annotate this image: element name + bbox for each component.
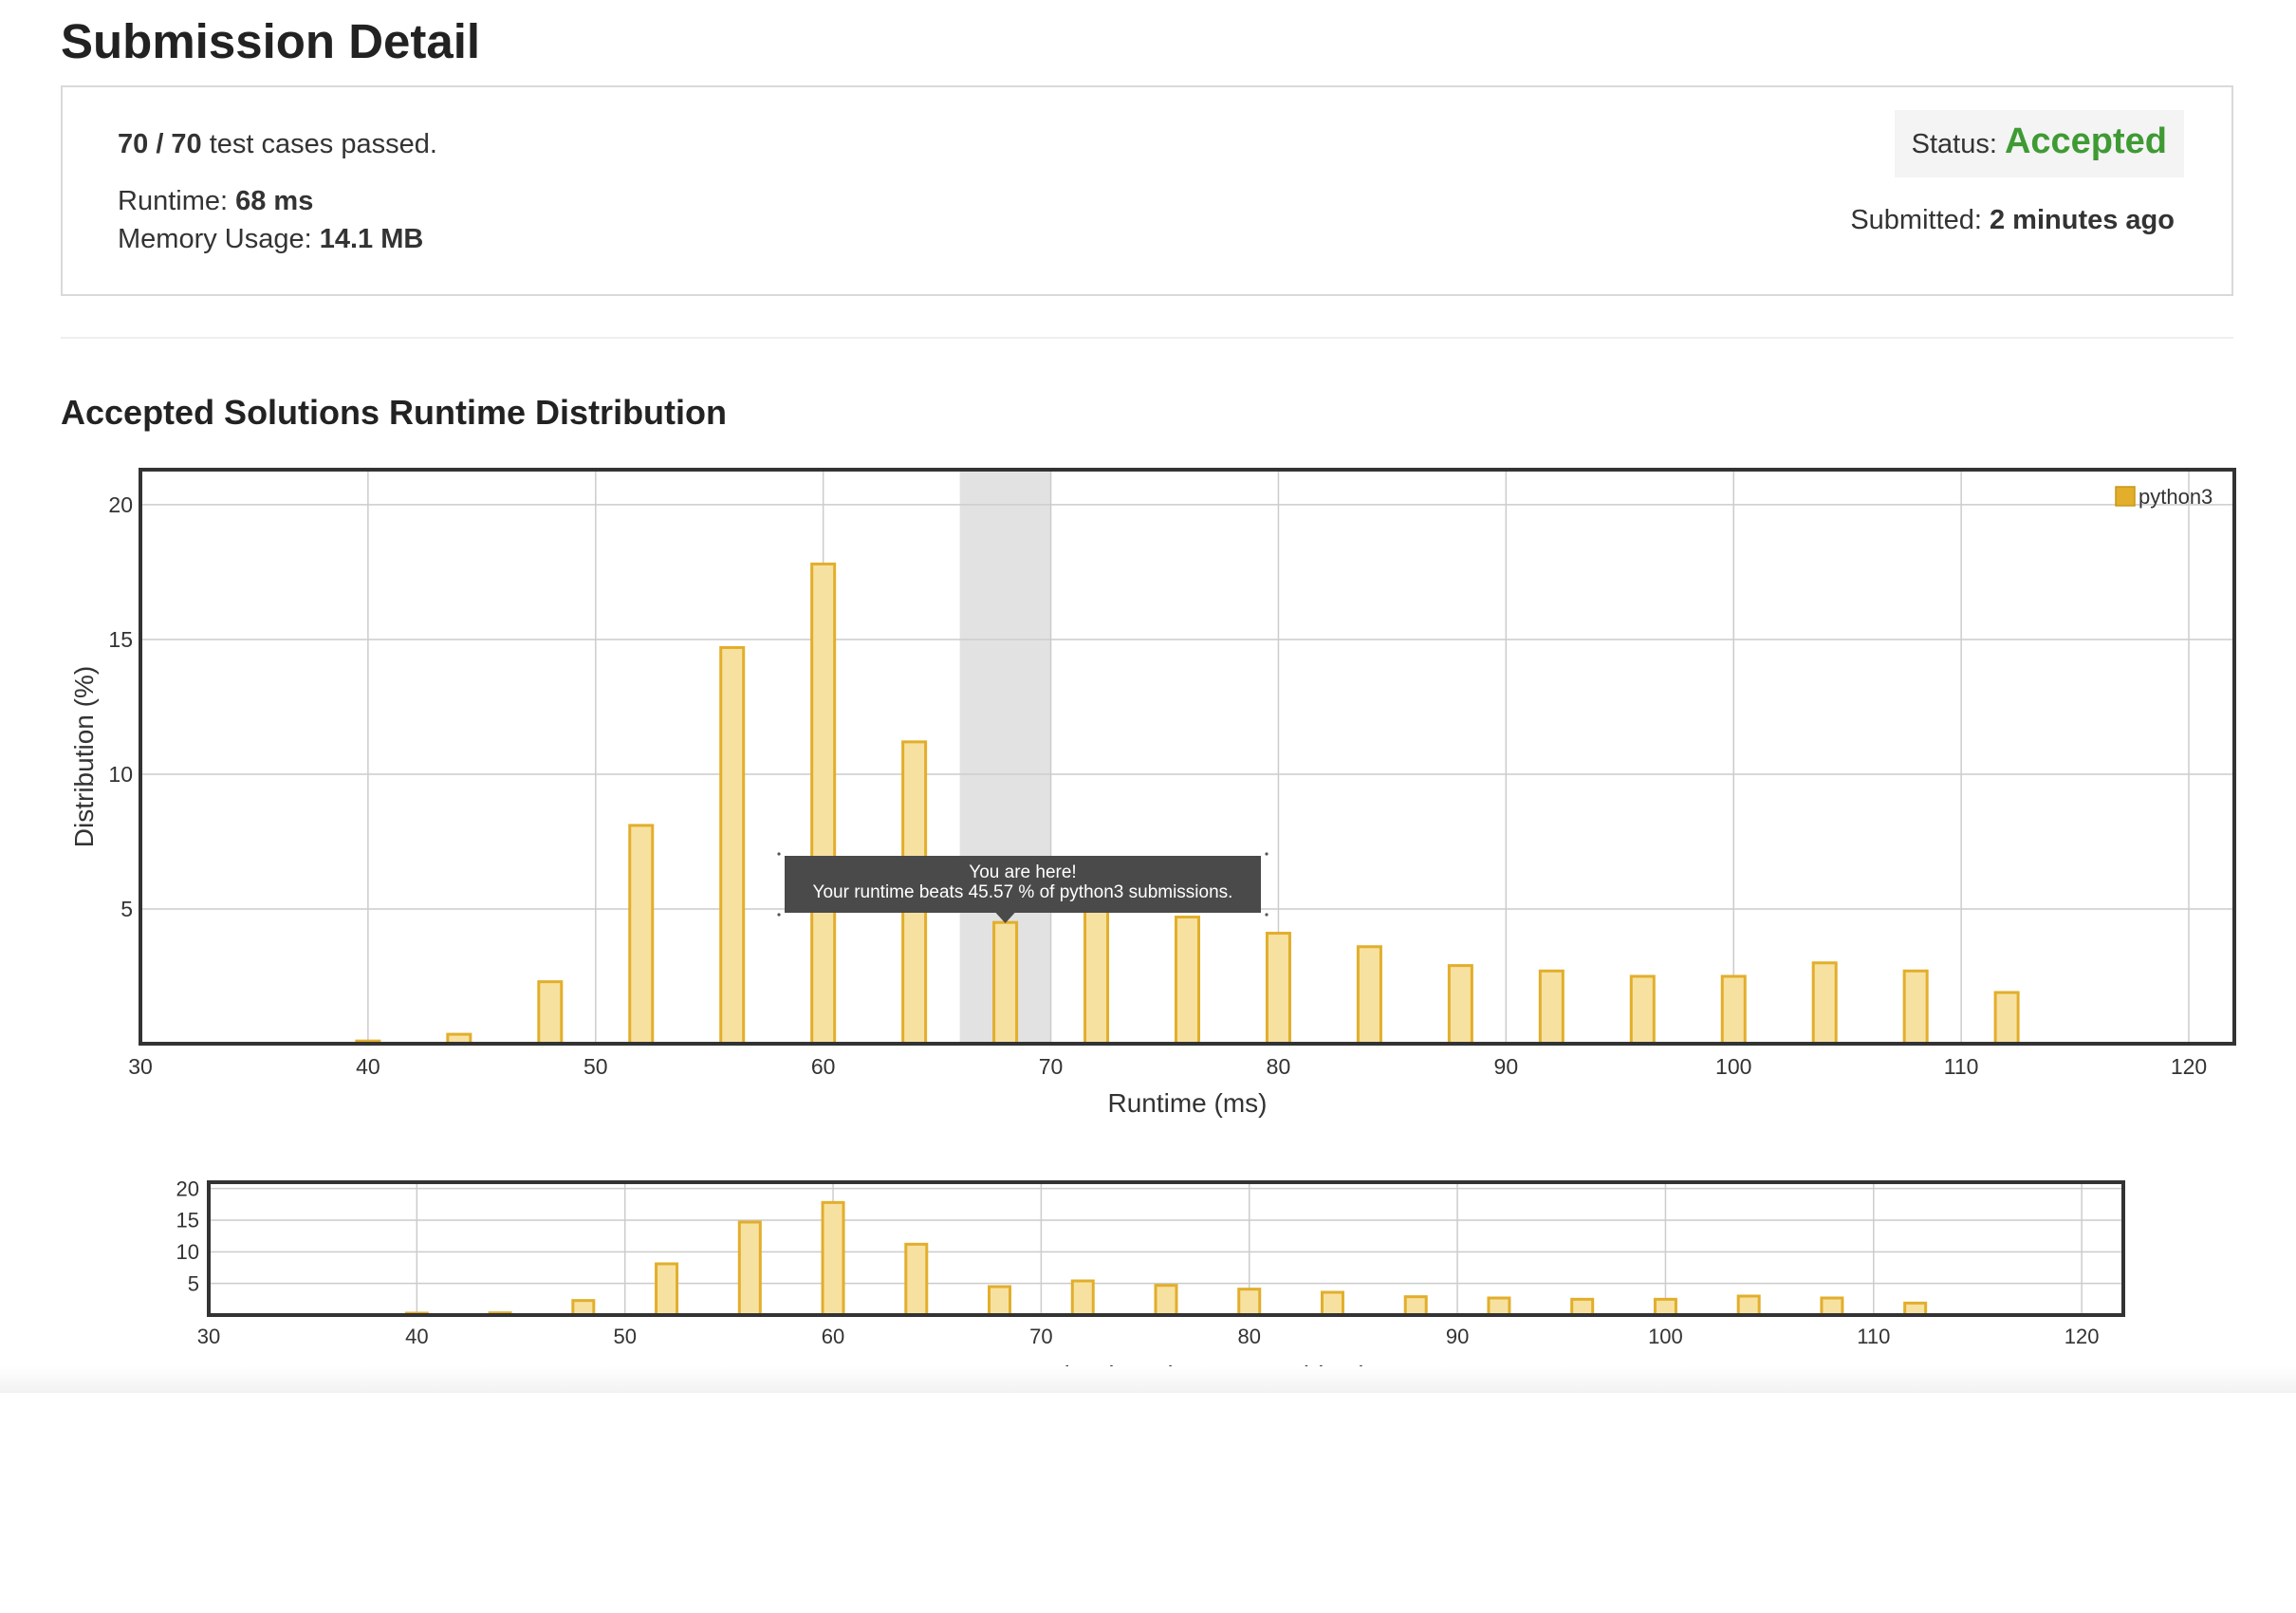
tooltip-box	[785, 856, 1261, 913]
x-tick-label: 110	[1944, 1054, 1979, 1079]
y-tick-label: 5	[188, 1271, 199, 1295]
x-tick-label: 40	[405, 1325, 428, 1348]
bar	[719, 645, 746, 1046]
x-tick-label: 120	[2065, 1325, 2100, 1348]
page-bottom-shade	[0, 1366, 2296, 1393]
x-tick-label: 90	[1494, 1054, 1519, 1079]
y-tick-label: 20	[108, 492, 133, 517]
y-tick-label: 10	[108, 762, 133, 787]
bar	[810, 562, 837, 1046]
bar	[1993, 991, 2020, 1046]
x-tick-label: 70	[1029, 1325, 1052, 1348]
tooltip-corner	[1265, 852, 1268, 856]
navigator-frame	[207, 1180, 2125, 1317]
runtime-value: 68 ms	[235, 186, 314, 216]
x-tick-label: 60	[811, 1054, 836, 1079]
legend[interactable]: python3	[2115, 485, 2213, 509]
section-divider	[61, 337, 2233, 339]
bar	[1083, 897, 1110, 1046]
tooltip-line-2: Your runtime beats 45.57 % of python3 su…	[813, 882, 1233, 902]
bar	[1629, 974, 1656, 1046]
bar	[1720, 974, 1747, 1046]
bar	[1570, 1297, 1595, 1317]
chart-frame	[139, 468, 2236, 1046]
bar	[1820, 1296, 1844, 1317]
legend-label-python3: python3	[2139, 485, 2213, 509]
x-tick-label: 30	[128, 1054, 153, 1079]
y-tick-label: 20	[176, 1177, 199, 1200]
memory-line: Memory Usage: 14.1 MB	[118, 224, 423, 255]
x-tick-label: 110	[1857, 1325, 1890, 1348]
bar	[628, 824, 655, 1046]
bar	[1175, 916, 1200, 1046]
test-cases-label: test cases passed.	[201, 129, 437, 159]
y-tick-label: 10	[176, 1240, 199, 1264]
runtime-distribution-chart[interactable]: 30 40 50 60 70 80 90 100 110 120 5 10 15 20 Runtime (…	[0, 436, 2296, 1613]
tooltip-corner	[777, 913, 781, 917]
bar	[1902, 969, 1929, 1046]
y-tick-label: 5	[120, 897, 133, 921]
test-cases-line: 70 / 70 test cases passed.	[118, 129, 437, 160]
bar	[1447, 964, 1473, 1046]
submitted-line: Submitted: 2 minutes ago	[1850, 205, 2175, 236]
bar	[1070, 1279, 1095, 1317]
x-tick-label: 120	[2171, 1054, 2207, 1079]
submission-summary-panel: 70 / 70 test cases passed. Runtime: 68 m…	[61, 85, 2233, 296]
y-tick-label: 15	[108, 627, 133, 652]
runtime-line: Runtime: 68 ms	[118, 186, 313, 217]
status-box: Status: Accepted	[1894, 110, 2184, 177]
submitted-value: 2 minutes ago	[1990, 205, 2175, 235]
bar	[904, 1242, 929, 1317]
tooltip-corner	[777, 852, 781, 856]
bar	[1403, 1295, 1428, 1317]
memory-label: Memory Usage:	[118, 224, 320, 254]
x-tick-label: 50	[613, 1325, 636, 1348]
bar	[737, 1220, 762, 1317]
bar	[1265, 932, 1291, 1046]
tooltip-pointer	[995, 913, 1015, 923]
bar	[1538, 969, 1565, 1046]
tooltip-corner	[1265, 913, 1268, 917]
x-tick-label: 30	[197, 1325, 220, 1348]
bar	[1736, 1294, 1761, 1317]
memory-value: 14.1 MB	[319, 224, 424, 254]
bar	[1811, 961, 1838, 1046]
test-cases-count: 70 / 70	[118, 129, 202, 159]
bar	[1320, 1290, 1344, 1317]
bar	[1487, 1296, 1511, 1317]
bar	[1653, 1297, 1677, 1317]
bar	[655, 1262, 679, 1317]
bar	[1154, 1284, 1178, 1317]
section-title: Accepted Solutions Runtime Distribution	[61, 393, 728, 432]
runtime-label: Runtime:	[118, 186, 236, 216]
x-tick-label: 70	[1039, 1054, 1064, 1079]
bar	[1237, 1288, 1262, 1317]
x-tick-label: 40	[356, 1054, 380, 1079]
x-tick-label: 50	[583, 1054, 608, 1079]
status-accepted-link[interactable]: Accepted	[2004, 121, 2167, 161]
bar	[1356, 945, 1382, 1046]
bar	[992, 920, 1019, 1046]
x-tick-label: 80	[1237, 1325, 1260, 1348]
bar	[537, 980, 564, 1046]
x-tick-label: 60	[822, 1325, 844, 1348]
submitted-label: Submitted:	[1850, 205, 1990, 235]
x-tick-label: 80	[1267, 1054, 1291, 1079]
tooltip-line-1: You are here!	[969, 862, 1076, 882]
y-tick-label: 15	[176, 1209, 199, 1233]
y-axis-label: Distribution (%)	[69, 666, 99, 847]
x-axis-label: Runtime (ms)	[1107, 1088, 1267, 1118]
legend-swatch-python3	[2115, 486, 2136, 507]
bar	[988, 1285, 1012, 1317]
x-tick-label: 100	[1715, 1054, 1751, 1079]
x-tick-label: 100	[1648, 1325, 1683, 1348]
status-label: Status:	[1911, 129, 2005, 159]
x-tick-label: 90	[1446, 1325, 1469, 1348]
page-title: Submission Detail	[61, 14, 481, 68]
bar	[821, 1200, 845, 1317]
tooltip: You are here!Your runtime beats 45.57 % …	[777, 852, 1268, 923]
bar	[571, 1299, 596, 1317]
